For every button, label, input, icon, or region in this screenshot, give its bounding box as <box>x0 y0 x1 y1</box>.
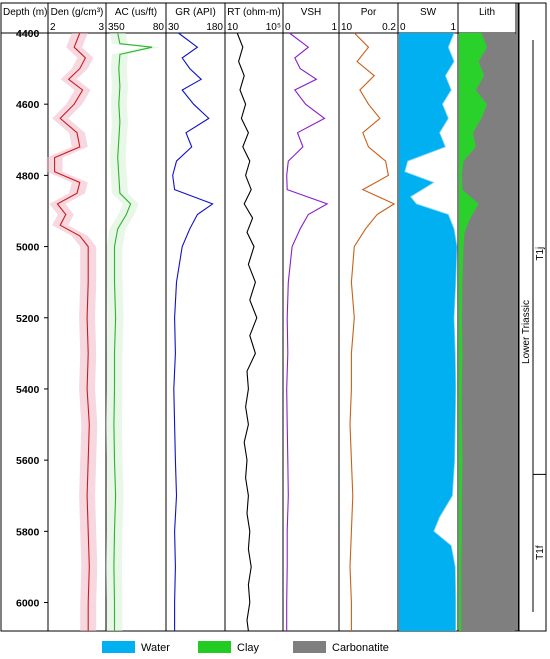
log-curves <box>46 32 515 632</box>
legend-swatch-carbonatite <box>293 641 326 653</box>
legend-label-clay: Clay <box>237 642 260 654</box>
curve-vsh <box>286 32 329 631</box>
track-header-den: Den (g/cm³) <box>51 7 104 18</box>
depth-tick-label: 5200 <box>16 313 40 325</box>
strat-unit-label: T1f <box>535 545 546 560</box>
sw-water-fill <box>399 33 457 631</box>
track-header-lith: Lith <box>479 7 495 18</box>
track-scale-max-vsh: 1 <box>331 22 337 33</box>
track-scale-min-gr: 30 <box>168 22 180 33</box>
depth-axis: 4400 4600 4800 5000 5200 5400 5600 5800 6000 <box>16 28 48 610</box>
curve-rt <box>236 32 258 632</box>
track-scale-max-rt: 10⁵ <box>266 22 281 33</box>
legend-swatch-water <box>102 641 135 653</box>
lith-clay-fill <box>459 33 487 631</box>
curve-ac <box>113 32 153 631</box>
track-scale-min-den: 2 <box>50 22 56 33</box>
track-header-rt: RT (ohm-m) <box>227 7 281 18</box>
curve-gr <box>172 32 214 631</box>
curve-den <box>54 32 90 631</box>
track-header-ac: AC (us/ft) <box>115 7 157 18</box>
track-scale-min-ac: 350 <box>108 22 125 33</box>
legend-label-carbonatite: Carbonatite <box>332 642 389 654</box>
track-scale-max-ac: 80 <box>153 22 165 33</box>
depth-tick-label: 4400 <box>16 28 40 40</box>
track-header-gr: GR (API) <box>175 7 216 18</box>
depth-tick-label: 4800 <box>16 170 40 182</box>
depth-tick-label: 4600 <box>16 99 40 111</box>
sw-curve <box>404 32 458 631</box>
depth-tick-label: 5600 <box>16 455 40 467</box>
strat-group-label: Lower Triassic <box>521 300 532 364</box>
track-scale-max-sw: 1 <box>450 22 456 33</box>
track-headers: Depth (m) Den (g/cm³) 2 3 AC (us/ft) 350 80 GR … <box>3 7 495 33</box>
curve-por <box>349 32 396 631</box>
track-scale-min-por: 10 <box>341 22 353 33</box>
track-header-sw: SW <box>420 7 437 18</box>
legend-label-water: Water <box>141 642 170 654</box>
legend-swatch-clay <box>198 641 231 653</box>
depth-axis-label: Depth (m) <box>3 7 47 18</box>
depth-tick-label: 5400 <box>16 384 40 396</box>
plot-border <box>0 2 519 632</box>
track-scale-min-rt: 10 <box>227 22 239 33</box>
track-header-por: Por <box>361 7 377 18</box>
track-shade-den <box>46 33 98 631</box>
track-scale-max-por: 0.2 <box>382 22 396 33</box>
track-scale-max-den: 3 <box>98 22 104 33</box>
track-scale-min-sw: 0 <box>400 22 406 33</box>
legend: Water Clay Carbonatite <box>102 641 389 654</box>
strat-border <box>518 2 547 632</box>
depth-tick-label: 6000 <box>16 598 40 610</box>
track-scale-max-gr: 180 <box>206 22 223 33</box>
strat-unit-label: T1j <box>535 247 546 261</box>
depth-tick-label: 5000 <box>16 242 40 254</box>
track-header-vsh: VSH <box>301 7 322 18</box>
track-scale-min-vsh: 0 <box>285 22 291 33</box>
depth-tick-label: 5800 <box>16 526 40 538</box>
stratigraphy-column: Lower Triassic T1j T1f <box>518 2 547 632</box>
